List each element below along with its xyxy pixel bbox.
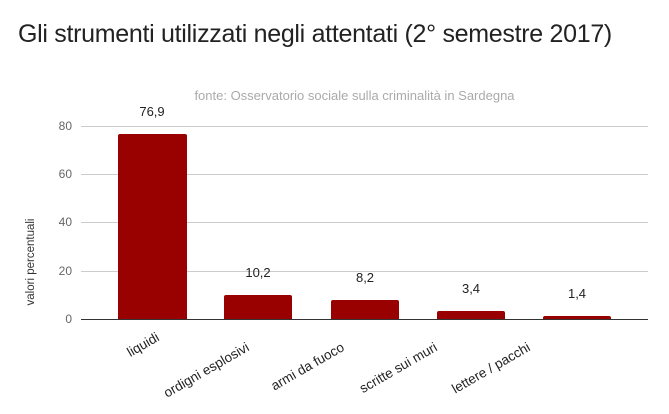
chart-title: Gli strumenti utilizzati negli attentati… [18,20,612,48]
x-tick-label: armi da fuoco [268,339,347,394]
data-label: 76,9 [139,104,165,119]
gridline [81,174,648,175]
data-label: 3,4 [461,281,481,296]
gridline [81,126,648,127]
data-label: 10,2 [245,265,271,280]
y-tick: 20 [58,264,72,278]
x-tick-label: scritte sui muri [356,339,440,397]
y-tick: 40 [58,215,72,229]
gridline [81,271,648,272]
gridline [81,222,648,223]
chart-subtitle: fonte: Osservatorio sociale sulla crimin… [194,88,515,103]
bar-lettere-pacchi[interactable] [543,316,611,319]
y-tick: 80 [58,119,72,133]
y-axis-label: valori percentuali [25,218,37,306]
bar-armi-da-fuoco[interactable] [331,300,399,319]
bar-liquidi[interactable] [118,134,187,319]
x-tick-label: lettere / pacchi [449,339,533,397]
x-axis-line [81,319,648,320]
x-tick-label: liquidi [124,329,162,360]
bar-scritte-sui-muri[interactable] [437,311,505,319]
bar-ordigni-esplosivi[interactable] [224,295,292,319]
data-label: 8,2 [355,270,375,285]
y-tick: 0 [65,312,72,326]
y-tick: 60 [58,167,72,181]
data-label: 1,4 [567,286,587,301]
x-tick-label: ordigni esplosivi [161,339,252,401]
